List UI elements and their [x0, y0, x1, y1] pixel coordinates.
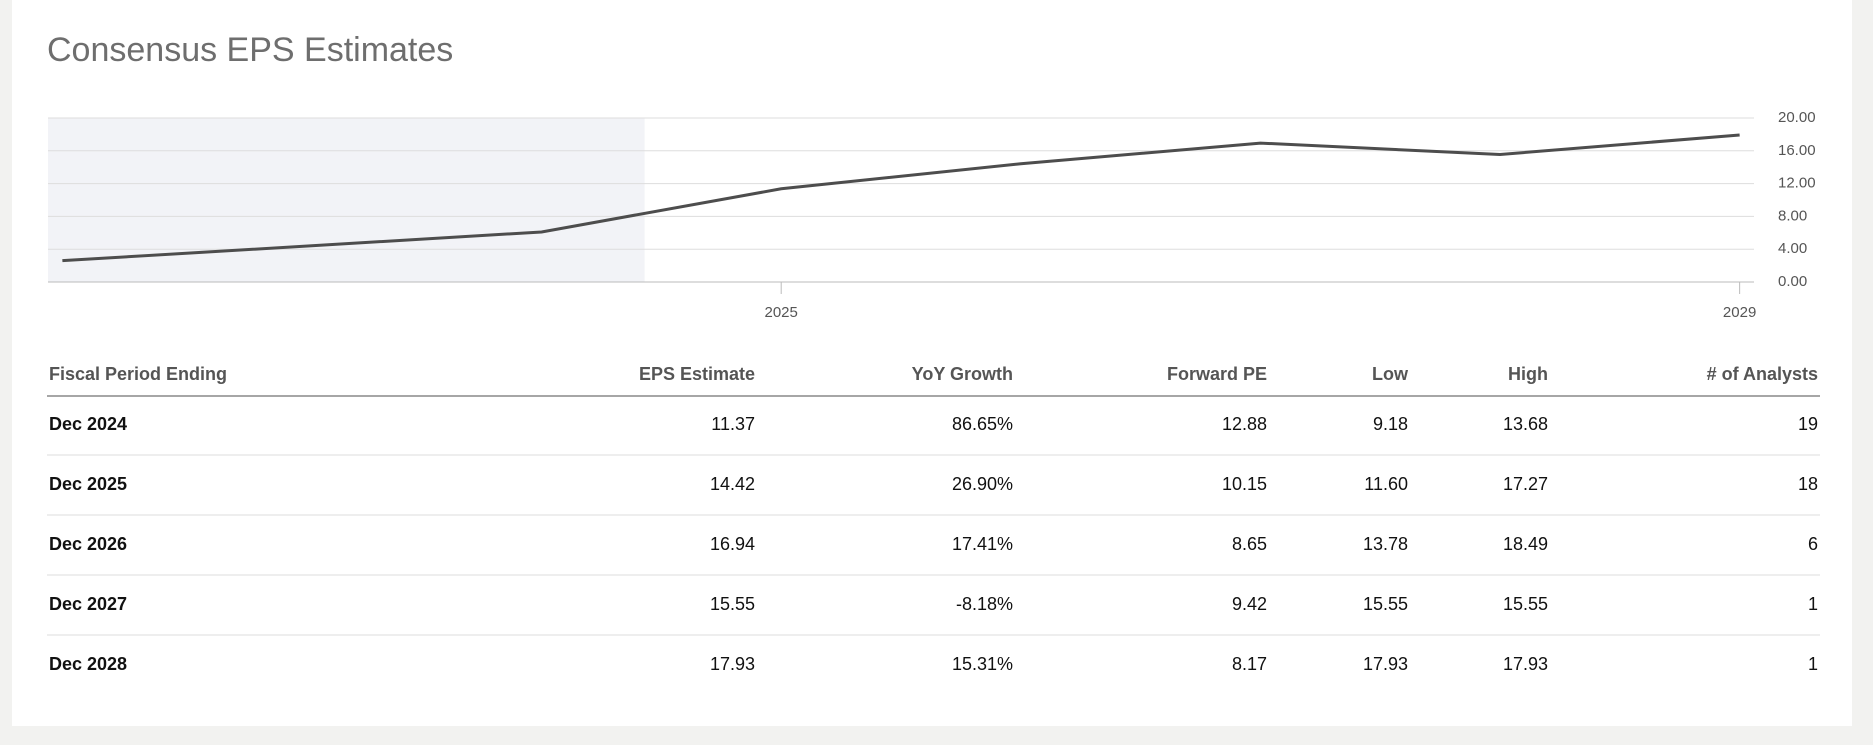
value-cell: 1: [1808, 654, 1818, 674]
value-cell: 15.31%: [952, 654, 1013, 674]
x-tick-label: 2029: [1723, 304, 1756, 321]
value-cell: 8.17: [1232, 654, 1267, 674]
value-cell: 12.88: [1222, 414, 1267, 434]
column-header: Low: [1372, 364, 1409, 384]
x-tick-label: 2025: [765, 304, 798, 321]
value-cell: 17.93: [1503, 654, 1548, 674]
value-cell: 15.55: [1363, 594, 1408, 614]
column-header: EPS Estimate: [639, 364, 755, 384]
value-cell: 14.42: [710, 474, 755, 494]
value-cell: 17.93: [710, 654, 755, 674]
y-tick-label: 12.00: [1778, 175, 1816, 192]
column-header: High: [1508, 364, 1548, 384]
value-cell: -8.18%: [956, 594, 1013, 614]
value-cell: 86.65%: [952, 414, 1013, 434]
column-header: Fiscal Period Ending: [49, 364, 227, 384]
y-tick-label: 8.00: [1778, 207, 1807, 224]
value-cell: 18: [1798, 474, 1818, 494]
value-cell: 26.90%: [952, 474, 1013, 494]
period-cell: Dec 2024: [49, 414, 127, 434]
period-cell: Dec 2027: [49, 594, 127, 614]
value-cell: 17.41%: [952, 534, 1013, 554]
y-tick-label: 20.00: [1778, 109, 1816, 126]
period-cell: Dec 2026: [49, 534, 127, 554]
column-header: # of Analysts: [1707, 364, 1818, 384]
title: Consensus EPS Estimates: [47, 31, 453, 69]
eps-line: [62, 133, 1740, 263]
value-cell: 15.55: [1503, 594, 1548, 614]
period-cell: Dec 2025: [49, 474, 127, 494]
value-cell: 16.94: [710, 534, 755, 554]
value-cell: 18.49: [1503, 534, 1548, 554]
y-tick-label: 0.00: [1778, 273, 1807, 290]
value-cell: 19: [1798, 414, 1818, 434]
value-cell: 13.68: [1503, 414, 1548, 434]
value-cell: 8.65: [1232, 534, 1267, 554]
column-header: YoY Growth: [912, 364, 1013, 384]
y-tick-label: 4.00: [1778, 240, 1807, 257]
value-cell: 13.78: [1363, 534, 1408, 554]
column-header: Forward PE: [1167, 364, 1267, 384]
value-cell: 11.37: [711, 414, 755, 434]
value-cell: 17.27: [1503, 474, 1548, 494]
value-cell: 9.42: [1232, 594, 1267, 614]
value-cell: 11.60: [1364, 474, 1408, 494]
value-cell: 9.18: [1373, 414, 1408, 434]
value-cell: 17.93: [1363, 654, 1408, 674]
value-cell: 10.15: [1222, 474, 1267, 494]
value-cell: 6: [1808, 534, 1818, 554]
period-cell: Dec 2028: [49, 654, 127, 674]
value-cell: 15.55: [710, 594, 755, 614]
y-tick-label: 16.00: [1778, 142, 1816, 159]
value-cell: 1: [1808, 594, 1818, 614]
